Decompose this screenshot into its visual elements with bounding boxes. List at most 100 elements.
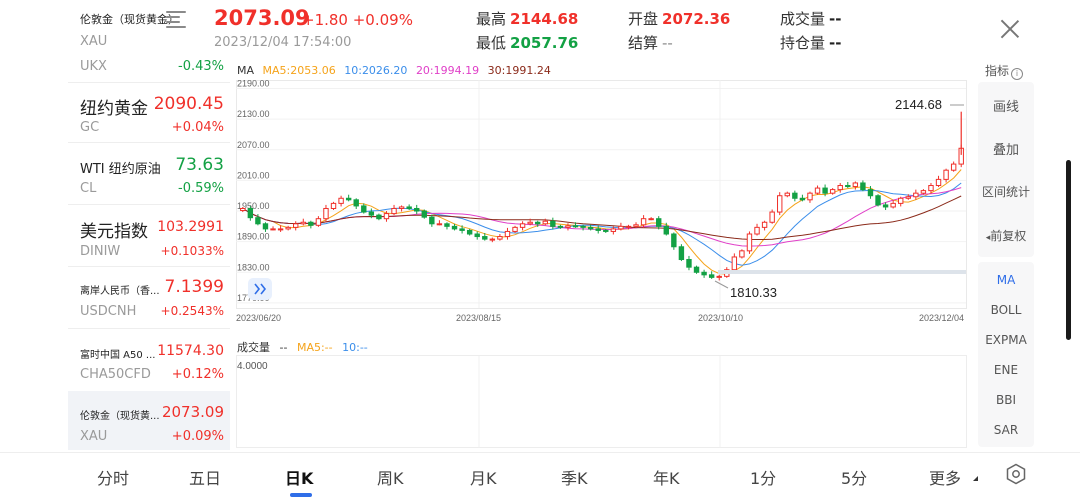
indicator-ma[interactable]: MA (996, 273, 1016, 287)
candle-up (769, 211, 775, 223)
indicator-ene[interactable]: ENE (993, 363, 1019, 377)
volume-frame (236, 355, 967, 448)
watchlist-code: GC (80, 120, 100, 135)
instrument-name: 伦敦金（现货黄金） (80, 13, 179, 26)
candle-down (550, 220, 556, 227)
candle-down (572, 225, 579, 228)
candle-up (398, 206, 405, 209)
watchlist-change: +0.12% (171, 367, 224, 382)
candle-up (565, 225, 571, 228)
tab-five-day[interactable]: 五日 (189, 469, 222, 488)
indicator-header[interactable]: 指标 i (985, 62, 1024, 80)
tool-panel: 画线 叠加 区间统计 ◂前复权 (978, 82, 1034, 257)
stat-open-interest: 持仓量 -- (780, 34, 842, 52)
watchlist-code: XAU (80, 429, 108, 444)
active-tab-indicator (290, 493, 312, 497)
indicator-boll[interactable]: BOLL (990, 303, 1022, 317)
watchlist-item-xau[interactable]: 伦敦金（现货黄... 2073.09 XAU +0.09% (68, 391, 230, 450)
adjust-button[interactable]: ◂前复权 (985, 229, 1027, 243)
tab-quarterly-k[interactable]: 季K (561, 469, 588, 488)
indicator-expma[interactable]: EXPMA (985, 333, 1027, 347)
candle-down (535, 221, 541, 225)
candle-down (701, 271, 707, 276)
ma20-line (242, 187, 962, 247)
watchlist-item-usdcnh[interactable]: 离岸人民币（香... 7.1399 USDCNH +0.2543% (68, 267, 230, 327)
double-chevron-right-icon[interactable] (248, 278, 272, 300)
stat-settle: 结算 -- (628, 34, 673, 52)
info-icon: i (1011, 68, 1024, 80)
candle-down (686, 259, 692, 268)
menu-icon[interactable] (166, 10, 186, 28)
candle-down (368, 211, 375, 216)
watchlist-price: 7.1399 (164, 277, 224, 297)
candle-up (807, 192, 813, 201)
candle-down (663, 225, 669, 235)
ma5-value: MA5:2053.06 (262, 64, 336, 77)
volume-value: -- (279, 341, 288, 354)
candle-down (345, 197, 352, 201)
tab-daily-k[interactable]: 日K (285, 469, 314, 488)
candle-down (466, 229, 473, 235)
candlestick-chart[interactable]: 2190.00 2130.00 2070.00 2010.00 1950.00 1890.… (236, 80, 968, 450)
candle-down (678, 246, 685, 261)
candle-up (943, 169, 949, 180)
candle-up (618, 225, 624, 230)
candle-up (950, 163, 957, 171)
tab-more[interactable]: 更多 (929, 469, 962, 488)
price-tick-label: 1830.00 (237, 262, 270, 272)
stat-open: 开盘 2072.36 (628, 10, 731, 28)
watchlist-item-gc[interactable]: 纽约黄金 2090.45 GC +0.04% (68, 83, 230, 141)
draw-line-button[interactable]: 画线 (992, 100, 1019, 115)
tab-5-minute[interactable]: 5分 (841, 469, 868, 488)
ma30-value: 30:1991.24 (487, 64, 551, 77)
scrollbar[interactable] (1066, 160, 1071, 340)
tab-weekly-k[interactable]: 周K (377, 469, 404, 488)
chart-frame (236, 80, 967, 309)
candle-up (898, 197, 904, 204)
candle-up (519, 223, 526, 228)
watchlist-name: 伦敦金（现货黄... (80, 411, 160, 422)
candle-up (527, 221, 533, 225)
indicator-sar[interactable]: SAR (993, 423, 1019, 437)
max-label: 2144.68 (895, 97, 942, 112)
ma30-line (242, 195, 962, 240)
indicator-list: MA BOLL EXPMA ENE BBI SAR (978, 262, 1034, 447)
date-axis: 2023/06/20 2023/08/15 2023/10/10 2023/12/04 (236, 313, 964, 323)
tab-1-minute[interactable]: 1分 (750, 469, 777, 488)
candle-up (633, 224, 639, 227)
candle-down (353, 199, 359, 207)
chart-grid (236, 80, 967, 309)
watchlist-price: 2073.09 (161, 403, 224, 421)
date-tick-label: 2023/06/20 (236, 313, 281, 323)
watchlist-item-cha50cfd[interactable]: 富时中国 A50 ... 11574.30 CHA50CFD +0.12% (68, 329, 230, 389)
candle-down (595, 228, 601, 231)
watchlist-item-cl[interactable]: WTI 纽约原油 73.63 CL -0.59% (68, 143, 230, 203)
candle-down (482, 236, 488, 240)
candle-down (421, 210, 427, 218)
watchlist-name: 富时中国 A50 ... (80, 350, 156, 361)
indicator-bbi[interactable]: BBI (995, 393, 1016, 407)
candle-down (361, 205, 367, 213)
volume-axis-label: 4.0000 (237, 361, 268, 372)
min-annotation-line (714, 280, 729, 289)
tab-intraday[interactable]: 分时 (97, 469, 130, 488)
range-stats-button[interactable]: 区间统计 (981, 185, 1030, 199)
watchlist-item-ukx[interactable]: UKX -0.43% (68, 58, 230, 78)
candle-up (391, 207, 397, 215)
tab-yearly-k[interactable]: 年K (653, 469, 680, 488)
candle-up (928, 185, 934, 192)
overlay-button[interactable]: 叠加 (992, 143, 1019, 158)
watchlist-item-diniw[interactable]: 美元指数 103.2991 DINIW +0.1033% (68, 205, 230, 265)
candle-up (277, 228, 284, 231)
close-icon[interactable] (1000, 19, 1020, 39)
settings-icon[interactable] (1005, 463, 1027, 485)
candle-down (414, 207, 420, 212)
tab-monthly-k[interactable]: 月K (470, 469, 497, 488)
candles (240, 111, 964, 281)
watchlist-change: -0.43% (178, 59, 224, 74)
last-price: 2073.09 (214, 6, 310, 30)
candle-down (557, 225, 564, 228)
price-tick-label: 1890.00 (237, 232, 270, 242)
candle-down (671, 233, 677, 248)
candle-up (323, 207, 329, 220)
